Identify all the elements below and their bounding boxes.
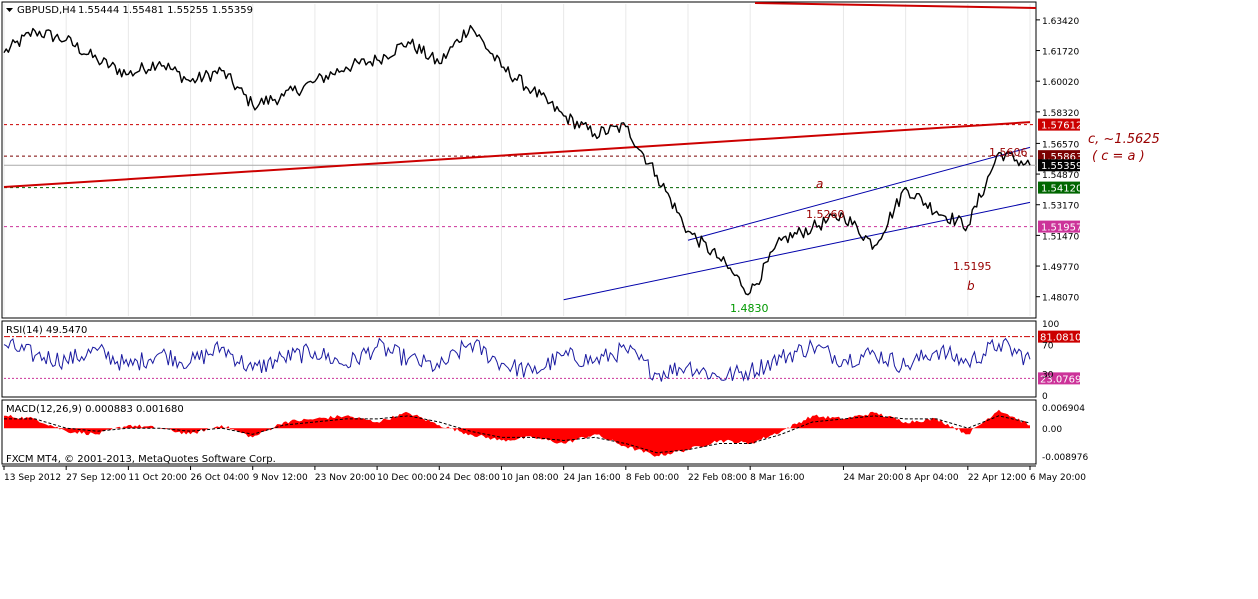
macd-y-tick-label: 0.006904 <box>1042 404 1085 414</box>
rsi-level-tag <box>1038 372 1080 385</box>
rsi-level-tag-label: 23.07692 <box>1040 374 1088 385</box>
target-label-line1: c, ~1.5625 <box>1088 132 1160 147</box>
wave-b-label: b <box>967 279 975 293</box>
x-tick-label: 27 Sep 12:00 <box>66 473 126 483</box>
level-tag-label: 1.57612 <box>1041 121 1082 132</box>
macd-title: MACD(12,26,9) 0.000883 0.001680 <box>6 404 184 415</box>
rsi-level-tag-label: 81.08108 <box>1040 333 1088 344</box>
level-tag <box>1038 118 1080 131</box>
x-tick-label: 10 Dec 00:00 <box>377 473 438 483</box>
y-tick-label: 1.54870 <box>1042 171 1079 181</box>
channel-upper-line[interactable] <box>687 146 1031 241</box>
rsi-title: RSI(14) 49.5470 <box>6 325 87 336</box>
rsi-y-tick-label: 30 <box>1042 370 1054 380</box>
rsi-y-axis: 100 70 30 0 <box>1042 320 1059 402</box>
x-tick-label: 22 Feb 08:00 <box>688 473 747 483</box>
level-tag <box>1038 159 1080 172</box>
x-tick-label: 8 Feb 00:00 <box>626 473 680 483</box>
macd-y-tick-label: 0.00 <box>1042 425 1062 435</box>
top-trendline[interactable] <box>754 2 1037 9</box>
horizontal-levels <box>4 124 1036 228</box>
level-tag-label: 1.51957 <box>1041 223 1082 234</box>
x-tick-label: 6 May 20:00 <box>1030 473 1086 483</box>
macd-signal-line <box>4 415 1031 454</box>
y-tick-label: 1.53170 <box>1042 202 1079 212</box>
symbol-label: GBPUSD,H4 <box>17 5 76 16</box>
x-tick-label: 10 Jan 08:00 <box>501 473 558 483</box>
y-tick-label: 1.60020 <box>1042 78 1079 88</box>
time-x-axis: 13 Sep 2012 27 Sep 12:00 11 Oct 20:00 26 Oc… <box>2 465 1086 483</box>
x-tick-label: 24 Dec 08:00 <box>439 473 500 483</box>
resistance-trendline[interactable] <box>3 121 1031 189</box>
rsi-panel[interactable] <box>1 320 1037 398</box>
rsi-levels: 81.08108 23.07692 <box>4 330 1088 385</box>
x-tick-label: 8 Apr 04:00 <box>906 473 959 483</box>
level-tag-label: 1.55359 <box>1041 161 1082 172</box>
annotation-b-low: 1.5195 <box>953 260 992 273</box>
price-y-axis: 1.63420 1.61720 1.60020 1.58320 1.56570 1.548… <box>1036 17 1079 304</box>
rsi-series-line <box>3 337 1031 382</box>
rsi-y-tick-label: 70 <box>1042 342 1054 352</box>
y-tick-label: 1.51470 <box>1042 232 1079 242</box>
annotation-low: 1.4830 <box>730 302 769 315</box>
x-tick-label: 9 Nov 12:00 <box>253 473 308 483</box>
ohlc-label: 1.55444 1.55481 1.55255 1.55359 <box>78 5 253 16</box>
channel-lower-line[interactable] <box>563 201 1031 301</box>
price-grid <box>3 4 1031 316</box>
y-tick-label: 1.63420 <box>1042 17 1079 27</box>
macd-y-axis: 0.006904 0.00 -0.008976 <box>1042 404 1088 463</box>
symbol-header: GBPUSD,H4 1.55444 1.55481 1.55255 1.5535… <box>6 5 253 16</box>
level-tag <box>1038 220 1080 233</box>
rsi-y-tick-label: 0 <box>1042 392 1048 402</box>
x-tick-label: 13 Sep 2012 <box>4 473 61 483</box>
x-tick-label: 22 Apr 12:00 <box>968 473 1027 483</box>
trend-lines <box>3 2 1037 301</box>
level-tag <box>1038 181 1080 194</box>
wave-annotations: 1.4830 1.5260 1.5195 1.5606 a b c, ~1.56… <box>730 132 1160 315</box>
macd-y-tick-label: -0.008976 <box>1042 453 1088 463</box>
wave-a-label: a <box>816 177 823 191</box>
x-tick-label: 24 Jan 16:00 <box>564 473 621 483</box>
copyright-text: FXCM MT4, © 2001-2013, MetaQuotes Softwa… <box>6 454 276 465</box>
price-panel[interactable] <box>1 1 1037 319</box>
y-tick-label: 1.56570 <box>1042 140 1079 150</box>
x-tick-label: 24 Mar 20:00 <box>843 473 903 483</box>
price-series-line <box>3 24 1031 296</box>
y-tick-label: 1.58320 <box>1042 109 1079 119</box>
y-tick-label: 1.49770 <box>1042 263 1079 273</box>
level-tag-label: 1.54120 <box>1041 184 1082 195</box>
y-tick-label: 1.48070 <box>1042 294 1079 304</box>
macd-histogram-area <box>4 409 1030 457</box>
target-label-line2: ( c = a ) <box>1092 149 1145 164</box>
annotation-c-high: 1.5606 <box>989 146 1028 159</box>
level-tag-label: 1.55863 <box>1041 152 1082 163</box>
y-tick-label: 1.61720 <box>1042 48 1079 58</box>
x-tick-label: 23 Nov 20:00 <box>315 473 376 483</box>
annotation-a-high: 1.5260 <box>806 208 845 221</box>
rsi-y-tick-label: 100 <box>1042 320 1059 330</box>
triangle-down-icon[interactable] <box>6 8 13 12</box>
x-tick-label: 26 Oct 04:00 <box>191 473 250 483</box>
rsi-level-tag <box>1038 330 1080 343</box>
x-tick-label: 8 Mar 16:00 <box>750 473 805 483</box>
level-tag <box>1038 150 1080 163</box>
x-tick-label: 11 Oct 20:00 <box>128 473 187 483</box>
